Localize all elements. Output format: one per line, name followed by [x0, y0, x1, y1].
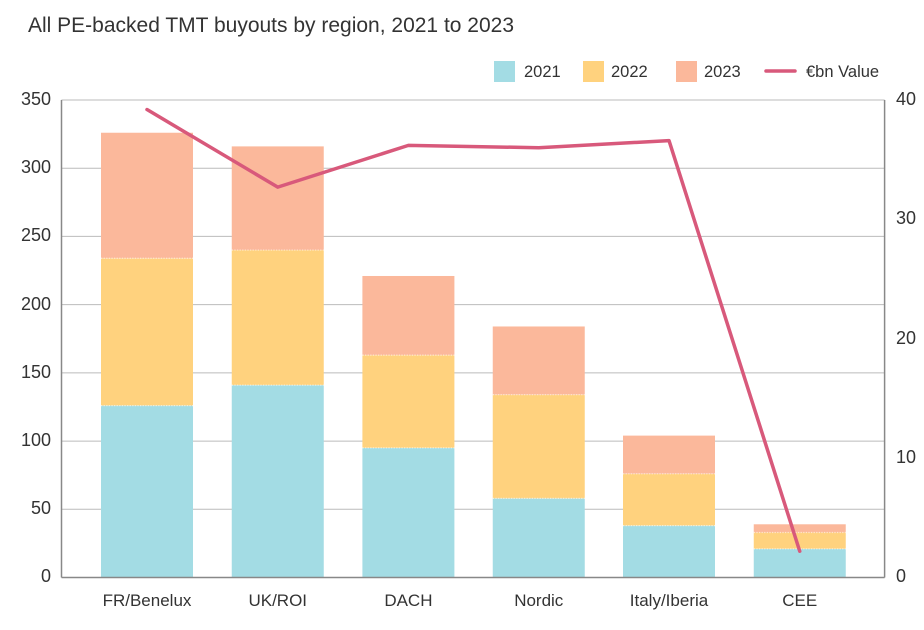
- svg-text:150: 150: [21, 362, 51, 382]
- svg-text:0: 0: [896, 566, 906, 586]
- svg-text:100: 100: [21, 430, 51, 450]
- svg-text:0: 0: [41, 566, 51, 586]
- svg-text:30: 30: [896, 208, 916, 228]
- svg-text:20: 20: [896, 328, 916, 348]
- svg-text:2023: 2023: [704, 63, 741, 81]
- svg-text:250: 250: [21, 225, 51, 245]
- svg-text:2022: 2022: [611, 63, 648, 81]
- svg-text:€bn Value: €bn Value: [806, 63, 879, 81]
- svg-text:300: 300: [21, 157, 51, 177]
- svg-text:DACH: DACH: [384, 591, 432, 610]
- svg-text:FR/Benelux: FR/Benelux: [103, 591, 192, 610]
- svg-text:200: 200: [21, 294, 51, 314]
- svg-text:2021: 2021: [524, 63, 561, 81]
- svg-text:Nordic: Nordic: [514, 591, 564, 610]
- svg-text:10: 10: [896, 447, 916, 467]
- svg-text:40: 40: [896, 89, 916, 109]
- svg-text:50: 50: [31, 498, 51, 518]
- svg-text:CEE: CEE: [782, 591, 817, 610]
- svg-text:350: 350: [21, 89, 51, 109]
- svg-text:UK/ROI: UK/ROI: [248, 591, 307, 610]
- svg-text:Italy/Iberia: Italy/Iberia: [630, 591, 709, 610]
